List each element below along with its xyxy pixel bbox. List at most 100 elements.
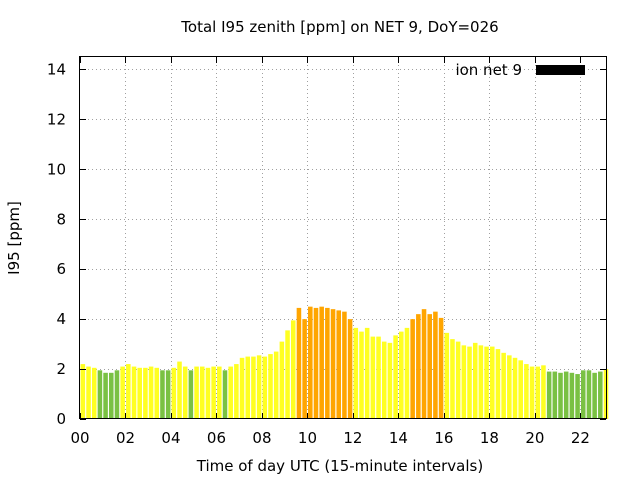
bar bbox=[569, 372, 575, 419]
bar bbox=[268, 354, 273, 419]
bar bbox=[347, 319, 353, 419]
x-tick-label: 10 bbox=[298, 429, 317, 447]
bar bbox=[364, 327, 370, 419]
bar bbox=[416, 314, 421, 419]
bar bbox=[302, 319, 307, 419]
bar bbox=[308, 306, 313, 419]
bar bbox=[177, 361, 182, 419]
bar bbox=[319, 306, 324, 419]
bar bbox=[262, 356, 268, 419]
bar bbox=[387, 342, 393, 419]
bar bbox=[495, 349, 501, 419]
bar bbox=[410, 319, 415, 419]
bar bbox=[217, 366, 222, 419]
y-tick-label: 2 bbox=[56, 360, 66, 378]
bar bbox=[239, 357, 245, 419]
bar bbox=[376, 336, 381, 419]
bar bbox=[501, 352, 506, 419]
bar bbox=[450, 339, 455, 419]
bar bbox=[433, 311, 438, 419]
x-tick-label: 00 bbox=[70, 429, 89, 447]
bar bbox=[109, 372, 114, 419]
y-tick-label: 4 bbox=[56, 310, 66, 328]
bar bbox=[313, 307, 319, 419]
bar bbox=[336, 310, 342, 419]
bar bbox=[131, 366, 137, 419]
bar bbox=[598, 371, 603, 419]
x-axis-label: Time of day UTC (15-minute intervals) bbox=[196, 457, 483, 475]
bar bbox=[421, 309, 427, 419]
x-tick-label: 22 bbox=[571, 429, 590, 447]
bar bbox=[251, 356, 256, 419]
bar bbox=[455, 341, 461, 419]
bar bbox=[245, 356, 251, 419]
bar bbox=[563, 371, 569, 419]
bar bbox=[381, 341, 387, 419]
bar bbox=[256, 355, 262, 419]
bar bbox=[444, 332, 450, 419]
x-tick-label: 20 bbox=[525, 429, 544, 447]
bar bbox=[86, 366, 91, 419]
bar bbox=[279, 341, 285, 419]
bars bbox=[80, 306, 609, 419]
bar bbox=[512, 357, 518, 419]
bar bbox=[472, 342, 478, 419]
bar bbox=[143, 367, 148, 419]
bar bbox=[80, 364, 86, 419]
legend: ion net 9 bbox=[455, 61, 585, 79]
bar bbox=[160, 370, 165, 419]
bar bbox=[393, 335, 398, 419]
bar bbox=[438, 317, 444, 419]
bar bbox=[182, 366, 188, 419]
bar bbox=[461, 345, 467, 419]
bar bbox=[330, 309, 336, 419]
bar bbox=[148, 366, 154, 419]
plot-frame bbox=[79, 56, 607, 419]
bar bbox=[529, 366, 535, 419]
bar bbox=[586, 370, 592, 419]
bar bbox=[205, 367, 211, 419]
bar bbox=[535, 366, 541, 419]
x-tick-label: 16 bbox=[434, 429, 453, 447]
bar bbox=[325, 307, 330, 419]
bar bbox=[518, 360, 523, 419]
y-tick-label: 10 bbox=[47, 160, 66, 178]
bar bbox=[154, 367, 160, 419]
bar bbox=[211, 366, 216, 419]
x-tick-label: 08 bbox=[252, 429, 271, 447]
bar bbox=[126, 364, 131, 419]
bar bbox=[580, 370, 586, 419]
x-tick-labels: 00 02 04 06 08 10 12 14 16 18 20 22 bbox=[70, 429, 590, 447]
bar bbox=[541, 365, 546, 419]
bar bbox=[575, 374, 580, 419]
bar bbox=[91, 367, 97, 419]
bar bbox=[427, 314, 432, 419]
legend-swatch bbox=[536, 65, 585, 75]
bar bbox=[524, 364, 529, 419]
bar bbox=[467, 346, 472, 419]
bar bbox=[171, 367, 177, 419]
bar bbox=[370, 336, 376, 419]
y-tick-labels: 0 2 4 6 8 10 12 14 bbox=[47, 60, 66, 428]
x-tick-label: 18 bbox=[480, 429, 499, 447]
bar bbox=[552, 371, 558, 419]
bar bbox=[199, 366, 205, 419]
x-tick-label: 12 bbox=[343, 429, 362, 447]
bar bbox=[228, 366, 233, 419]
x-tick-label: 04 bbox=[161, 429, 180, 447]
bar bbox=[399, 331, 404, 419]
bar bbox=[558, 372, 563, 419]
y-tick-label: 14 bbox=[47, 60, 66, 78]
bar bbox=[342, 311, 347, 419]
bar bbox=[222, 370, 228, 419]
chart-title: Total I95 zenith [ppm] on NET 9, DoY=026 bbox=[180, 18, 498, 36]
bar bbox=[404, 327, 410, 419]
bar bbox=[234, 364, 239, 419]
y-tick-label: 8 bbox=[56, 210, 66, 228]
y-tick-label: 12 bbox=[47, 110, 66, 128]
x-tick-label: 06 bbox=[207, 429, 226, 447]
y-tick-label: 6 bbox=[56, 260, 66, 278]
ticks bbox=[80, 57, 606, 420]
bar bbox=[359, 331, 364, 419]
